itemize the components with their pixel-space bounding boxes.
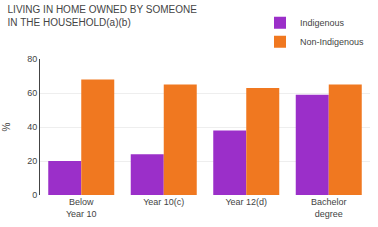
svg-text:%: %: [1, 122, 12, 131]
svg-text:LIVING IN HOME OWNED BY SOMEON: LIVING IN HOME OWNED BY SOMEONEIN THE HO…: [8, 4, 198, 28]
svg-text:BelowYear 10: BelowYear 10: [66, 197, 97, 219]
svg-text:Year 12(d): Year 12(d): [225, 197, 267, 207]
svg-text:Indigenous: Indigenous: [300, 18, 345, 28]
svg-text:20: 20: [27, 156, 37, 166]
svg-text:80: 80: [27, 54, 37, 64]
svg-text:Bachelordegree: Bachelordegree: [311, 197, 347, 219]
svg-text:Non-Indigenous: Non-Indigenous: [300, 37, 364, 47]
svg-text:Year 10(c): Year 10(c): [143, 197, 184, 207]
svg-text:60: 60: [27, 88, 37, 98]
svg-text:40: 40: [27, 122, 37, 132]
svg-text:0: 0: [32, 190, 37, 200]
